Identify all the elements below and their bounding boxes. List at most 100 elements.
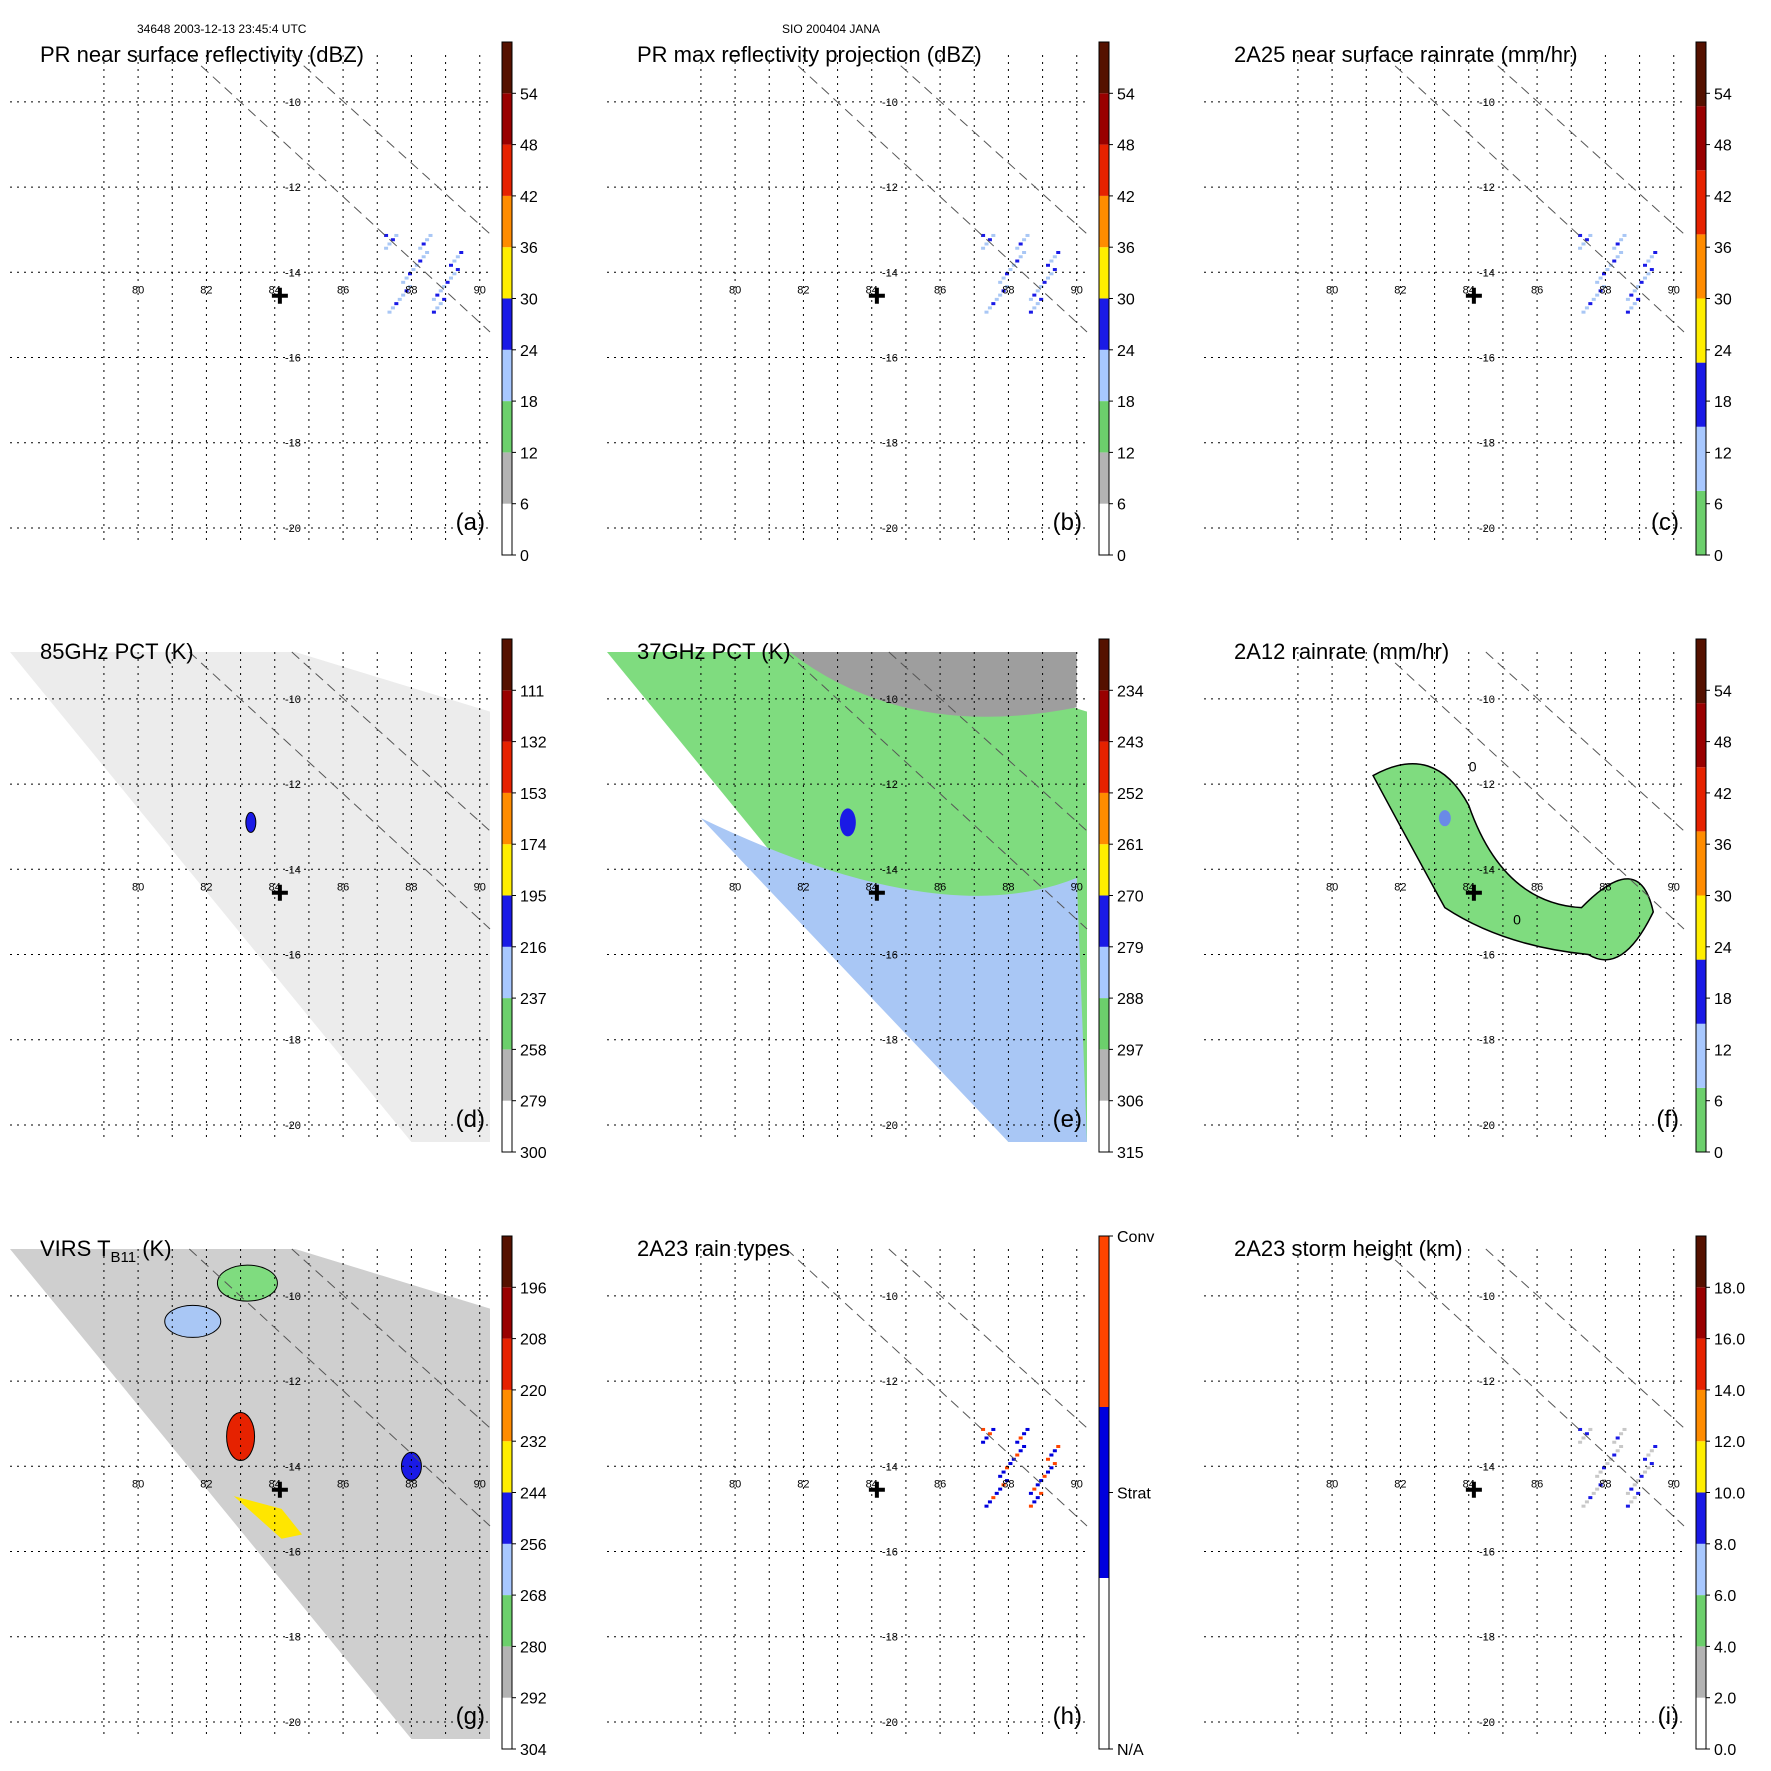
- colorbar-tick-label: 304: [520, 1742, 547, 1759]
- colorbar-tick-label: 30: [1117, 292, 1135, 309]
- xtick-label: 80: [1326, 882, 1338, 894]
- rain-pixel: [442, 297, 447, 301]
- panel-h: 80 82 84 86 88 90 -10 -12 -14 -16 -18 -20 2A23 rain …: [607, 1229, 1154, 1759]
- colorbar-segment: [1696, 639, 1706, 704]
- xtick-label: 80: [1326, 1479, 1338, 1491]
- rain-pixel: [445, 280, 450, 284]
- colorbar-segment: [502, 1338, 512, 1390]
- panel-label: (e): [1053, 1106, 1082, 1133]
- xtick-label: 86: [337, 1479, 349, 1491]
- rain-pixel: [1052, 1462, 1057, 1466]
- rain-pixel: [991, 1496, 996, 1500]
- rain-pixel: [1646, 272, 1651, 276]
- rain-pixel: [1052, 1449, 1057, 1453]
- rain-pixel: [984, 242, 989, 246]
- xtick-label: 82: [797, 1479, 809, 1491]
- colorbar-tick-label: 54: [1117, 86, 1135, 103]
- colorbar-segment: [502, 1049, 512, 1101]
- xtick-label: 80: [729, 1479, 741, 1491]
- rain-pixel: [418, 246, 423, 250]
- panel-c: 80 82 84 86 88 90 -10 -12 -14 -16 -18 -20 2A25 near …: [1204, 41, 1732, 565]
- colorbar-tick-label: 0: [520, 548, 529, 565]
- rain-pixel: [1005, 1479, 1009, 1483]
- xtick-label: 82: [200, 285, 212, 297]
- ytick-label: -14: [285, 267, 301, 279]
- rain-pixel: [438, 302, 443, 306]
- rain-pixel: [1581, 1436, 1586, 1440]
- colorbar-tick-label: 24: [1714, 343, 1732, 360]
- swath-edge: [1382, 1248, 1685, 1527]
- ytick-label: -14: [1479, 267, 1495, 279]
- rain-pixel: [1649, 1462, 1654, 1466]
- colorbar-segment: [502, 639, 512, 691]
- rain-pixel: [408, 272, 412, 276]
- rain-pixel: [1602, 1466, 1606, 1470]
- rain-pixel: [998, 1487, 1003, 1491]
- rain-pixel: [1035, 1496, 1040, 1500]
- header-center-caption: SIO 200404 JANA: [782, 22, 881, 36]
- rain-pixel: [435, 306, 440, 310]
- colorbar-tick-label: 42: [1714, 189, 1732, 206]
- colorbar-tick-label: 220: [520, 1383, 547, 1400]
- panel-title: 2A23 rain types: [637, 1236, 790, 1261]
- ytick-label: -14: [1479, 1461, 1495, 1473]
- rain-pixel: [390, 238, 395, 242]
- map-area: [981, 233, 1061, 314]
- ytick-label: -16: [882, 950, 898, 962]
- colorbar-tick-label: 216: [520, 940, 547, 957]
- rain-pixel: [1035, 302, 1040, 306]
- cloud-cluster: [216, 1264, 278, 1302]
- swath-edge: [291, 651, 491, 832]
- colorbar-tick-label: 10.0: [1714, 1486, 1745, 1503]
- rain-pixel: [1632, 289, 1637, 293]
- colorbar-tick-label: 18: [520, 394, 538, 411]
- rain-pixel: [1629, 1487, 1634, 1491]
- colorbar-tick-label: 18.0: [1714, 1280, 1745, 1297]
- panel-label: (d): [456, 1106, 485, 1133]
- ytick-label: -16: [285, 353, 301, 365]
- colorbar-segment: [502, 895, 512, 947]
- center-marker: [271, 1481, 288, 1498]
- center-marker: [868, 1481, 885, 1498]
- colorbar-tick-label: 196: [520, 1280, 547, 1297]
- cool-region: [700, 818, 1087, 1142]
- colorbar-segment: [502, 401, 512, 453]
- xtick-label: 84: [866, 285, 878, 297]
- rain-pixel: [1615, 1436, 1620, 1440]
- xtick-label: 90: [474, 285, 486, 297]
- rain-pixel: [984, 310, 989, 314]
- colorbar-tick-label: 6: [1117, 497, 1126, 514]
- xtick-label: 82: [1394, 1479, 1406, 1491]
- ytick-label: -14: [1479, 864, 1495, 876]
- rain-pixel: [981, 233, 986, 237]
- rain-pixel: [1052, 268, 1057, 272]
- rain-pixel: [1035, 289, 1040, 293]
- ytick-label: -10: [882, 1291, 898, 1303]
- colorbar-segment: [502, 195, 512, 248]
- colorbar-segment: [1696, 959, 1706, 1024]
- xtick-label: 88: [1599, 882, 1611, 894]
- colorbar-segment: [502, 93, 512, 145]
- warm-region: [789, 652, 1077, 717]
- rain-pixel: [1022, 238, 1027, 242]
- ytick-label: -20: [1479, 523, 1495, 535]
- colorbar-segment: [502, 1441, 512, 1493]
- contour-label: 0: [1469, 758, 1477, 774]
- rain-pixel: [981, 1440, 986, 1444]
- swath-edge: [888, 54, 1088, 235]
- colorbar-tick-label: 4.0: [1714, 1639, 1736, 1656]
- xtick-label: 90: [1071, 285, 1083, 297]
- ytick-label: -10: [285, 694, 301, 706]
- rain-pixel: [1005, 272, 1009, 276]
- rain-pixel: [1646, 259, 1651, 263]
- colorbar-tick-label: 36: [1714, 837, 1732, 854]
- colorbar-segment: [1696, 362, 1706, 427]
- rain-pixel: [1622, 1427, 1627, 1431]
- xtick-label: 90: [474, 1479, 486, 1491]
- rain-pixel: [411, 268, 416, 272]
- ytick-label: -16: [1479, 1547, 1495, 1559]
- rain-pixel: [1649, 1449, 1654, 1453]
- rain-pixel: [1049, 1453, 1054, 1457]
- colorbar-segment: [1099, 895, 1109, 947]
- ytick-label: -20: [882, 523, 898, 535]
